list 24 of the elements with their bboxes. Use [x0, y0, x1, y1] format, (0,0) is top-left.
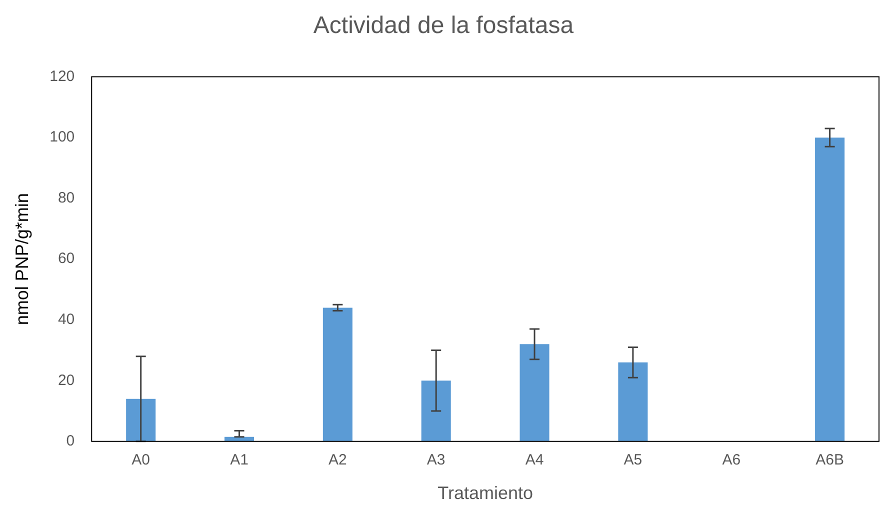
x-tick-label: A0 [132, 452, 150, 469]
y-tick-label: 0 [66, 432, 75, 450]
y-tick-label: 40 [58, 311, 75, 328]
x-tick-label: A2 [328, 452, 347, 469]
x-tick-label: A1 [230, 452, 248, 469]
y-tick-label: 20 [58, 372, 75, 389]
bar [815, 138, 845, 442]
x-tick-label: A3 [426, 452, 446, 469]
x-tick-label: A6B [816, 452, 844, 469]
x-tick-label: A4 [525, 452, 544, 469]
bar [421, 380, 451, 442]
y-tick-label: 60 [58, 250, 75, 268]
chart-title: Actividad de la fosfatasa [313, 12, 574, 40]
y-tick-label: 100 [50, 128, 75, 146]
y-tick-label: 120 [50, 68, 75, 85]
x-tick-label: A6 [722, 452, 741, 469]
bar [618, 362, 648, 442]
bar [520, 344, 550, 442]
bar [126, 398, 156, 442]
y-tick-label: 80 [58, 189, 75, 206]
y-axis-title: nmol PNP/g*min [12, 193, 32, 326]
x-axis-title: Tratamiento [438, 483, 533, 504]
x-tick-label: A5 [624, 452, 642, 469]
bar [322, 308, 352, 442]
